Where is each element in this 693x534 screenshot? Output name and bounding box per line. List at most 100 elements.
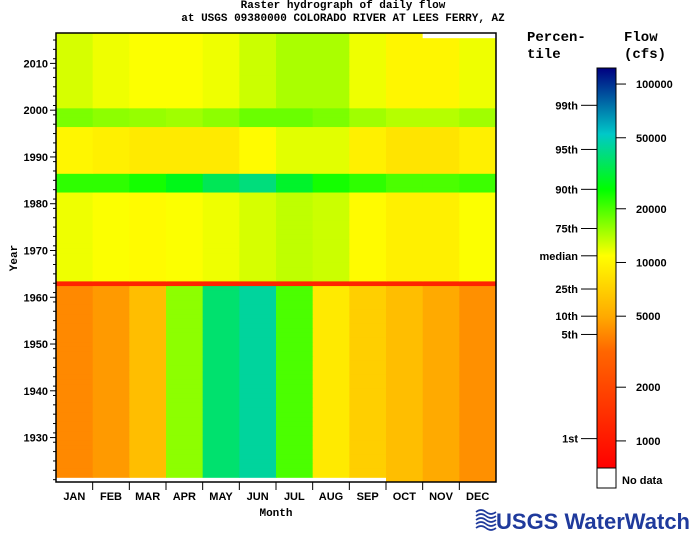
- raster-cell: [386, 243, 424, 249]
- raster-cell: [239, 449, 277, 455]
- raster-cell: [349, 140, 387, 146]
- raster-cell: [459, 257, 497, 263]
- raster-cell: [92, 201, 130, 207]
- raster-cell: [312, 425, 350, 432]
- raster-cell: [202, 449, 240, 455]
- y-tick-label: 1990: [24, 152, 48, 164]
- raster-cell: [459, 294, 497, 301]
- raster-cell: [129, 187, 167, 193]
- raster-cell: [166, 234, 204, 240]
- raster-cell: [459, 467, 497, 474]
- raster-cell: [202, 159, 240, 165]
- raster-cell: [56, 145, 94, 151]
- raster-cell: [386, 402, 424, 408]
- raster-cell: [92, 383, 130, 389]
- raster-cell: [386, 201, 424, 207]
- raster-cell: [166, 290, 204, 296]
- raster-cell: [422, 355, 460, 361]
- raster-cell: [166, 224, 204, 230]
- raster-cell: [129, 126, 167, 132]
- raster-cell: [459, 47, 497, 53]
- raster-cell: [202, 98, 240, 104]
- raster-cell: [349, 210, 387, 216]
- raster-cell: [459, 463, 497, 469]
- raster-cell: [239, 229, 277, 235]
- raster-cell: [349, 327, 387, 333]
- raster-cell: [56, 192, 94, 198]
- raster-cell: [239, 107, 277, 114]
- raster-cell: [312, 477, 350, 483]
- raster-cell: [312, 388, 350, 394]
- raster-cell: [239, 299, 277, 305]
- raster-cell: [276, 337, 314, 343]
- raster-cell: [92, 290, 130, 296]
- raster-cell: [349, 467, 387, 474]
- raster-cell: [56, 360, 94, 366]
- raster-cell: [92, 252, 130, 258]
- percentile-tick-label: 95th: [555, 144, 578, 156]
- raster-cell: [422, 411, 460, 418]
- raster-cell: [386, 229, 424, 235]
- raster-cell: [166, 201, 204, 207]
- raster-cell: [276, 229, 314, 235]
- raster-cell: [459, 407, 497, 413]
- raster-cell: [92, 341, 130, 347]
- raster-cell: [239, 47, 277, 53]
- raster-cell: [239, 135, 277, 142]
- raster-cell: [349, 112, 387, 118]
- raster-cell: [422, 187, 460, 193]
- raster-cell: [202, 290, 240, 296]
- raster-cell: [239, 243, 277, 249]
- raster-cell: [239, 374, 277, 380]
- raster-cell: [239, 290, 277, 296]
- raster-cell: [56, 98, 94, 104]
- raster-cell: [349, 75, 387, 81]
- raster-cell: [312, 266, 350, 273]
- raster-cell: [459, 121, 497, 128]
- raster-cell: [92, 229, 130, 235]
- raster-cell: [349, 463, 387, 469]
- raster-cell: [312, 444, 350, 450]
- raster-cell: [56, 159, 94, 165]
- raster-cell: [459, 337, 497, 343]
- raster-cell: [202, 304, 240, 310]
- raster-cell: [202, 332, 240, 338]
- raster-cell: [349, 234, 387, 240]
- raster-cell: [349, 215, 387, 221]
- raster-cell: [129, 337, 167, 343]
- raster-cell: [349, 318, 387, 324]
- raster-cell: [129, 65, 167, 71]
- raster-cell: [276, 360, 314, 366]
- raster-cell: [202, 337, 240, 343]
- raster-cell: [422, 421, 460, 427]
- raster-cell: [239, 322, 277, 329]
- raster-cell: [422, 84, 460, 90]
- raster-cell: [312, 135, 350, 142]
- raster-cell: [422, 365, 460, 371]
- raster-cell: [386, 388, 424, 394]
- raster-cell: [459, 435, 497, 441]
- raster-cell: [349, 332, 387, 338]
- raster-cell: [422, 33, 460, 39]
- raster-cell: [349, 168, 387, 174]
- raster-cell: [422, 182, 460, 188]
- raster-cell: [56, 280, 94, 287]
- raster-cell: [129, 266, 167, 273]
- raster-cell: [166, 313, 204, 319]
- raster-cell: [239, 252, 277, 258]
- raster-cell: [422, 435, 460, 441]
- raster-cell: [92, 388, 130, 394]
- raster-cell: [386, 65, 424, 71]
- raster-cell: [386, 215, 424, 221]
- raster-cell: [459, 355, 497, 361]
- raster-cell: [312, 126, 350, 132]
- raster-cell: [202, 411, 240, 418]
- y-tick-label: 1940: [24, 386, 48, 398]
- raster-cell: [349, 173, 387, 179]
- raster-cell: [276, 131, 314, 137]
- raster-cell: [422, 308, 460, 315]
- raster-cell: [459, 196, 497, 202]
- raster-cell: [202, 402, 240, 408]
- raster-cell: [312, 61, 350, 67]
- raster-cell: [239, 318, 277, 324]
